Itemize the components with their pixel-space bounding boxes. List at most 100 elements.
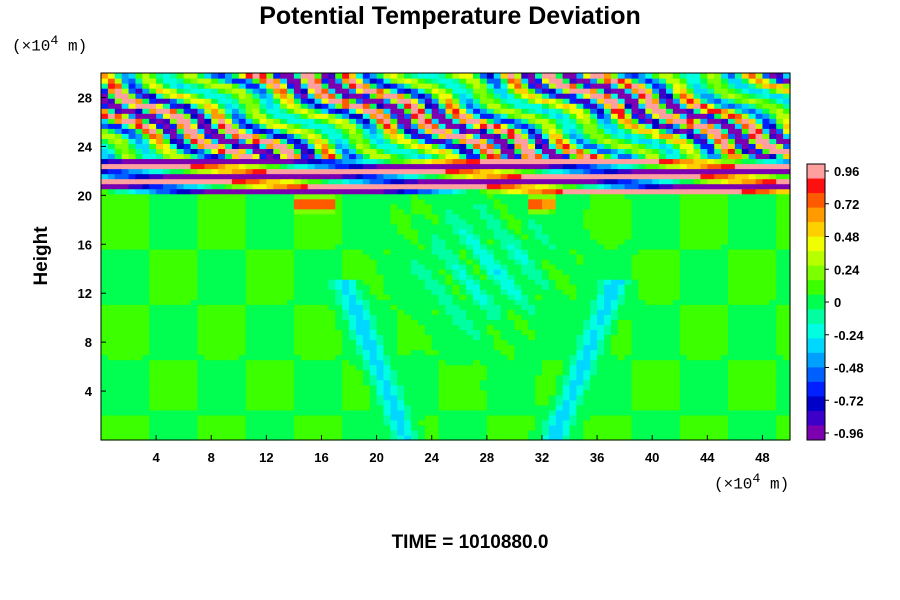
heatmap-cell xyxy=(679,304,688,310)
heatmap-cell xyxy=(652,309,660,315)
heatmap-cell xyxy=(459,294,467,300)
heatmap-cell xyxy=(197,319,205,325)
heatmap-cell xyxy=(114,394,123,401)
heatmap-cell xyxy=(197,404,205,411)
heatmap-cell xyxy=(383,424,391,431)
heatmap-cell xyxy=(734,409,743,416)
heatmap-cell xyxy=(128,404,137,411)
heatmap-cell xyxy=(486,369,495,376)
heatmap-cell xyxy=(424,339,433,346)
heatmap-cell xyxy=(624,279,633,285)
heatmap-cell xyxy=(417,374,426,381)
heatmap-cell xyxy=(266,218,274,225)
heatmap-cell xyxy=(486,213,495,220)
heatmap-cell xyxy=(383,319,391,325)
heatmap-cell xyxy=(369,243,378,250)
heatmap-cell xyxy=(163,243,171,250)
heatmap-cell xyxy=(721,394,729,401)
heatmap-cell xyxy=(225,399,233,406)
heatmap-cell xyxy=(238,334,247,341)
heatmap-cell xyxy=(659,364,667,371)
heatmap-cell xyxy=(259,359,267,366)
heatmap-cell xyxy=(431,394,440,401)
heatmap-cell xyxy=(142,243,150,250)
heatmap-cell xyxy=(528,379,536,386)
heatmap-cell xyxy=(548,279,557,285)
heatmap-cell xyxy=(672,399,681,406)
heatmap-cell xyxy=(583,264,591,270)
heatmap-cell xyxy=(714,279,722,285)
heatmap-cell xyxy=(376,218,385,225)
heatmap-cell xyxy=(583,289,591,295)
heatmap-cell xyxy=(163,339,171,346)
heatmap-cell xyxy=(280,228,288,235)
heatmap-cell xyxy=(562,284,571,290)
heatmap-cell xyxy=(335,193,343,200)
heatmap-cell xyxy=(390,218,398,225)
heatmap-cell xyxy=(362,364,371,371)
heatmap-cell xyxy=(245,359,254,366)
heatmap-cell xyxy=(741,384,750,391)
heatmap-cell xyxy=(204,228,212,235)
heatmap-cell xyxy=(376,394,385,401)
heatmap-cell xyxy=(218,289,226,295)
heatmap-cell xyxy=(665,379,674,386)
heatmap-cell xyxy=(693,279,702,285)
heatmap-cell xyxy=(528,414,536,421)
heatmap-cell xyxy=(679,188,688,195)
heatmap-cell xyxy=(466,238,474,245)
heatmap-cell xyxy=(149,359,157,366)
heatmap-cell xyxy=(438,198,447,205)
heatmap-cell xyxy=(755,294,764,300)
heatmap-cell xyxy=(121,188,130,195)
heatmap-cell xyxy=(314,304,323,310)
heatmap-cell xyxy=(521,264,529,270)
heatmap-cell xyxy=(314,299,323,305)
heatmap-cell xyxy=(176,434,185,441)
heatmap-cell xyxy=(135,253,143,260)
heatmap-cell xyxy=(597,248,605,255)
heatmap-cell xyxy=(362,299,371,305)
heatmap-cell xyxy=(500,203,509,210)
heatmap-cell xyxy=(204,419,212,426)
heatmap-cell xyxy=(783,304,791,310)
heatmap-cell xyxy=(259,304,267,310)
heatmap-cell xyxy=(727,248,736,255)
heatmap-cell xyxy=(176,248,185,255)
heatmap-cell xyxy=(783,409,791,416)
heatmap-cell xyxy=(541,359,550,366)
heatmap-cell xyxy=(107,218,116,225)
heatmap-cell xyxy=(321,319,329,325)
heatmap-cell xyxy=(135,339,143,346)
heatmap-cell xyxy=(693,188,702,195)
heatmap-cell xyxy=(183,193,192,200)
heatmap-cell xyxy=(500,329,509,336)
heatmap-cell xyxy=(707,344,715,351)
heatmap-cell xyxy=(617,243,626,250)
heatmap-cell xyxy=(121,319,130,325)
heatmap-cell xyxy=(617,259,626,265)
heatmap-cell xyxy=(238,394,247,401)
heatmap-cell xyxy=(755,269,764,275)
heatmap-cell xyxy=(473,259,481,265)
heatmap-cell xyxy=(638,284,646,290)
heatmap-cell xyxy=(693,349,702,356)
heatmap-cell xyxy=(514,274,522,280)
heatmap-cell xyxy=(204,394,212,401)
heatmap-cell xyxy=(645,279,653,285)
heatmap-cell xyxy=(376,429,385,436)
heatmap-cell xyxy=(101,369,109,376)
heatmap-cell xyxy=(617,264,626,270)
heatmap-cell xyxy=(473,344,481,351)
heatmap-cell xyxy=(156,259,164,265)
heatmap-cell xyxy=(245,208,254,215)
heatmap-cell xyxy=(128,218,137,225)
heatmap-cell xyxy=(707,243,715,250)
heatmap-cell xyxy=(665,399,674,406)
heatmap-cell xyxy=(610,394,619,401)
heatmap-cell xyxy=(473,424,481,431)
heatmap-cell xyxy=(342,329,350,336)
heatmap-cell xyxy=(307,394,316,401)
heatmap-cell xyxy=(231,243,240,250)
heatmap-cell xyxy=(114,228,123,235)
